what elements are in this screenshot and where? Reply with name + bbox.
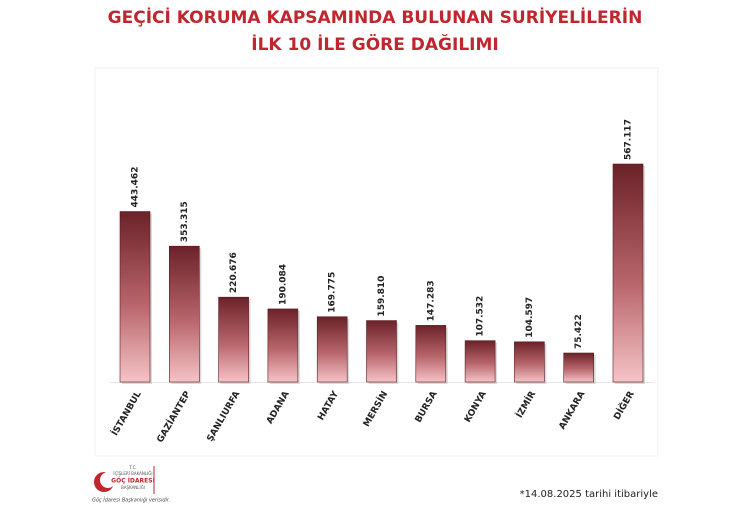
x-tick-label: BURSA bbox=[414, 390, 440, 425]
x-tick-label: DİĞER bbox=[611, 389, 637, 422]
x-tick-label: GAZİANTEP bbox=[155, 389, 194, 445]
x-tick-label: MERSİN bbox=[361, 389, 390, 429]
bar bbox=[464, 340, 496, 383]
bar bbox=[563, 352, 595, 383]
bar bbox=[267, 308, 299, 383]
x-tick-label: İSTANBUL bbox=[109, 389, 143, 438]
value-label: 190.084 bbox=[278, 264, 288, 305]
x-tick-label: HATAY bbox=[316, 389, 341, 422]
value-label: 104.597 bbox=[525, 297, 535, 338]
value-label: 353.315 bbox=[180, 201, 190, 242]
value-label: 567.117 bbox=[624, 119, 634, 160]
value-label: 169.775 bbox=[328, 272, 338, 313]
chart-title: İLK 10 İLE GÖRE DAĞILIMI bbox=[251, 33, 499, 55]
value-label: 443.462 bbox=[131, 167, 141, 208]
footnote: *14.08.2025 tarihi itibariyle bbox=[520, 489, 658, 500]
value-label: 147.283 bbox=[426, 280, 436, 321]
x-tick-label: ANKARA bbox=[558, 390, 588, 432]
x-tick-label: ŞANLIURFA bbox=[206, 390, 243, 444]
x-tick-label: KONYA bbox=[463, 390, 489, 425]
value-label: 220.676 bbox=[229, 252, 239, 293]
bar bbox=[415, 325, 447, 383]
bar bbox=[366, 320, 397, 383]
bar bbox=[612, 163, 644, 383]
chart-title: GEÇİCİ KORUMA KAPSAMINDA BULUNAN SURİYEL… bbox=[108, 6, 643, 28]
logo: T.C. İÇİŞLERİ BAKANLIĞI GÖÇ İDARESİ BAŞK… bbox=[92, 465, 170, 504]
bar bbox=[169, 245, 200, 383]
bar bbox=[119, 211, 151, 383]
plot-frame bbox=[94, 67, 659, 457]
logo-caption: Göç İdaresi Başkanlığı verisidir. bbox=[92, 497, 170, 504]
bar bbox=[316, 316, 348, 383]
logo-text: İÇİŞLERİ BAKANLIĞI bbox=[113, 471, 152, 476]
logo-text: GÖÇ İDARESİ bbox=[111, 478, 155, 485]
logo-text: T.C. bbox=[128, 465, 136, 470]
value-label: 75.422 bbox=[574, 314, 584, 349]
x-tick-label: ADANA bbox=[265, 390, 292, 426]
bar bbox=[218, 296, 249, 383]
bar bbox=[514, 341, 545, 383]
value-label: 107.532 bbox=[476, 296, 486, 337]
x-tick-label: İZMİR bbox=[514, 389, 538, 420]
logo-text: BAŞKANLIĞI bbox=[121, 485, 145, 490]
logo-emblem bbox=[100, 472, 116, 488]
value-label: 159.810 bbox=[377, 276, 387, 317]
